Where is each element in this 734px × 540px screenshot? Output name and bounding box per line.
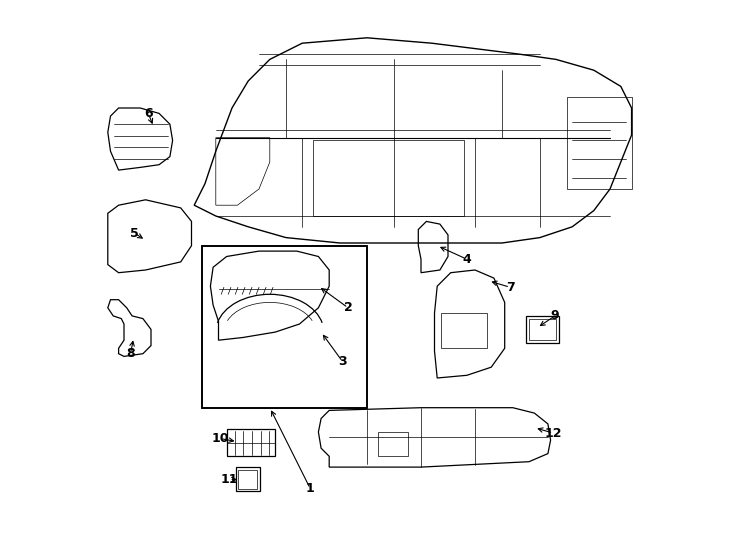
Bar	[313, 140, 464, 216]
Bar	[529, 319, 556, 340]
Text: 5: 5	[131, 227, 139, 240]
Text: 12: 12	[545, 427, 562, 440]
Text: 9: 9	[550, 309, 559, 322]
Text: 1: 1	[306, 482, 315, 495]
Text: 3: 3	[338, 355, 347, 368]
Bar	[378, 432, 407, 456]
Bar	[203, 246, 367, 408]
Text: 11: 11	[220, 473, 238, 486]
Text: 6: 6	[144, 107, 153, 120]
Bar	[526, 316, 559, 343]
Text: 7: 7	[506, 281, 515, 294]
Text: 4: 4	[462, 253, 471, 266]
Text: 2: 2	[344, 301, 352, 314]
Text: 10: 10	[211, 432, 229, 445]
Text: 8: 8	[126, 347, 135, 360]
Bar	[203, 246, 367, 408]
Bar	[441, 313, 487, 348]
Bar	[239, 470, 258, 489]
Bar	[236, 467, 260, 491]
